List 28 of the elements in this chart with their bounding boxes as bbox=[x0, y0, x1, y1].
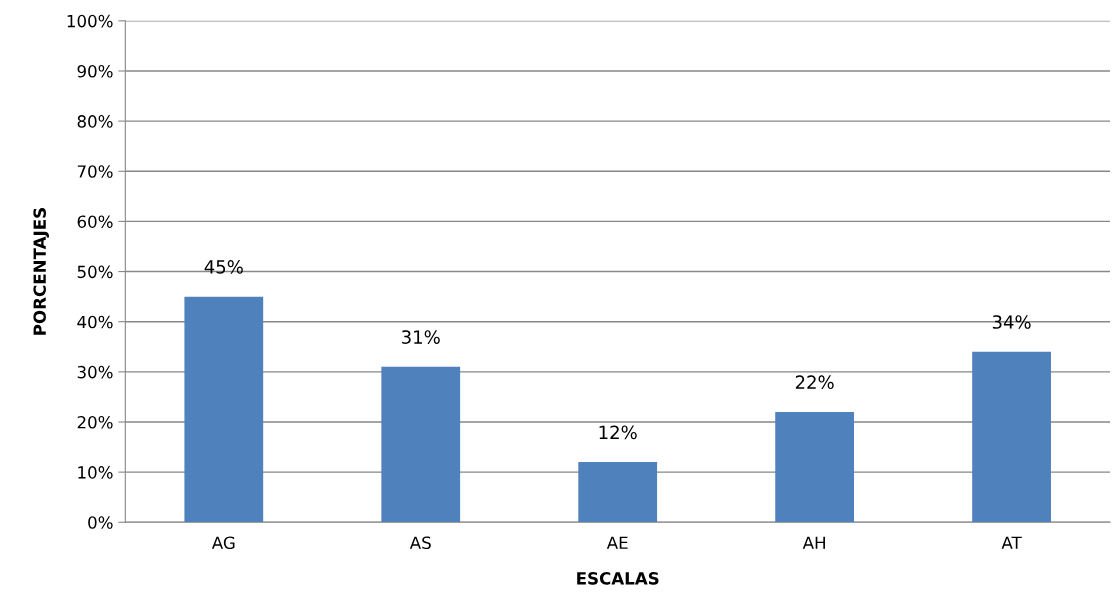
x-tick-label: AT bbox=[1001, 536, 1022, 549]
x-tick-label: AE bbox=[606, 536, 628, 549]
bar bbox=[972, 351, 1051, 523]
y-tick-label: 10% bbox=[78, 466, 113, 479]
y-tick-label: 0% bbox=[88, 516, 113, 529]
x-tick-label: AH bbox=[802, 536, 825, 549]
y-tick-label: 80% bbox=[77, 115, 113, 128]
data-label: 45% bbox=[204, 260, 243, 274]
y-tick-label: 40% bbox=[77, 315, 113, 329]
y-tick-label: 70% bbox=[77, 165, 113, 178]
x-tick-label: AG bbox=[211, 536, 235, 550]
x-tick-label: AS bbox=[409, 536, 431, 550]
bar bbox=[381, 366, 461, 523]
data-label: 34% bbox=[992, 315, 1031, 329]
y-tick-label: 100% bbox=[67, 14, 113, 28]
y-axis-title: PORCENTAJES bbox=[33, 208, 50, 335]
data-label: 31% bbox=[402, 330, 440, 344]
data-label: 22% bbox=[795, 375, 834, 390]
y-tick-label: 90% bbox=[77, 64, 113, 78]
bar bbox=[775, 411, 855, 523]
y-tick-label: 30% bbox=[77, 365, 113, 379]
data-label: 12% bbox=[599, 425, 637, 440]
bar bbox=[184, 296, 264, 523]
y-tick-label: 60% bbox=[77, 215, 113, 228]
bar bbox=[578, 462, 658, 523]
y-tick-label: 50% bbox=[77, 265, 113, 279]
x-axis-title: ESCALAS bbox=[577, 572, 659, 585]
y-tick-label: 20% bbox=[77, 415, 113, 429]
